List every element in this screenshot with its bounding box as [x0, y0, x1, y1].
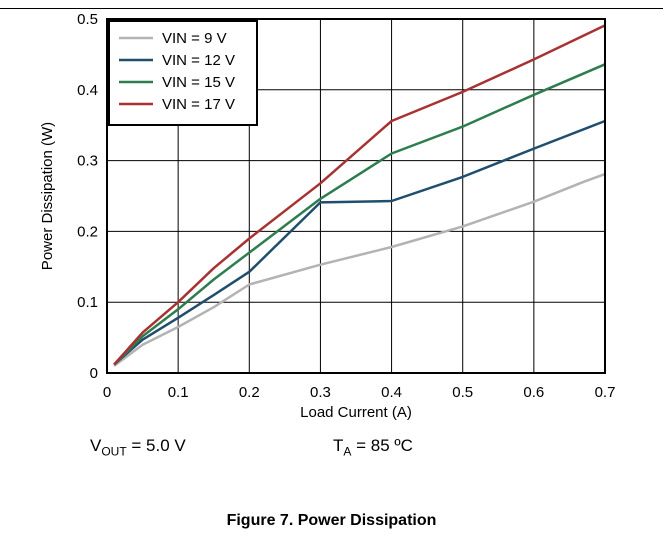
series-line — [113, 119, 606, 366]
power-dissipation-chart: 0 0.1 0.2 0.3 0.4 0.5 0.6 0.7 00.10.20.30.40.5 … — [39, 11, 616, 421]
x-tick-labels: 0 0.1 0.2 0.3 0.4 0.5 0.6 0.7 — [103, 384, 616, 401]
x-tick-label: 0.1 — [168, 384, 189, 401]
x-tick-label: 0.4 — [381, 384, 402, 401]
vout-symbol: V — [90, 436, 102, 455]
x-tick-label: 0.3 — [310, 384, 331, 401]
y-tick-label: 0 — [90, 365, 98, 382]
y-tick-labels: 0 0.1 0.2 0.3 0.4 0.5 — [77, 11, 98, 382]
y-axis-label: Power Dissipation (W) — [39, 122, 56, 270]
x-tick-label: 0.2 — [239, 384, 260, 401]
legend-label: VIN = 17 V — [162, 96, 235, 113]
y-tick-label: 0.1 — [77, 294, 98, 311]
x-tick-label: 0.5 — [452, 384, 473, 401]
ta-condition: TA = 85 ºC — [333, 436, 413, 458]
chart-series-lines — [113, 24, 606, 367]
plot-frame — [106, 18, 606, 374]
vout-condition: VOUT = 5.0 V — [90, 436, 186, 458]
ta-symbol: T — [333, 436, 344, 455]
header-rule — [0, 8, 663, 9]
series-line — [113, 63, 606, 366]
x-axis-label: Load Current (A) — [300, 404, 412, 421]
x-tick-label: 0.6 — [523, 384, 544, 401]
vout-subscript: OUT — [101, 444, 127, 459]
x-tick-label: 0.7 — [595, 384, 616, 401]
chart-legend: VIN = 9 V VIN = 12 V VIN = 15 V VIN = 17 V — [108, 20, 258, 126]
legend-label: VIN = 9 V — [162, 30, 227, 47]
y-tick-label: 0.3 — [77, 153, 98, 170]
legend-label: VIN = 12 V — [162, 52, 235, 69]
figure-caption: Figure 7. Power Dissipation — [226, 512, 437, 529]
x-tick-label: 0 — [103, 384, 111, 401]
y-tick-label: 0.5 — [77, 11, 98, 28]
ta-value: = 85 ºC — [351, 436, 413, 455]
y-tick-label: 0.2 — [77, 223, 98, 240]
series-line — [113, 24, 606, 366]
legend-label: VIN = 15 V — [162, 74, 235, 91]
series-line — [113, 172, 606, 367]
ta-subscript: A — [343, 444, 352, 459]
vout-value: = 5.0 V — [126, 436, 186, 455]
y-tick-label: 0.4 — [77, 82, 98, 99]
